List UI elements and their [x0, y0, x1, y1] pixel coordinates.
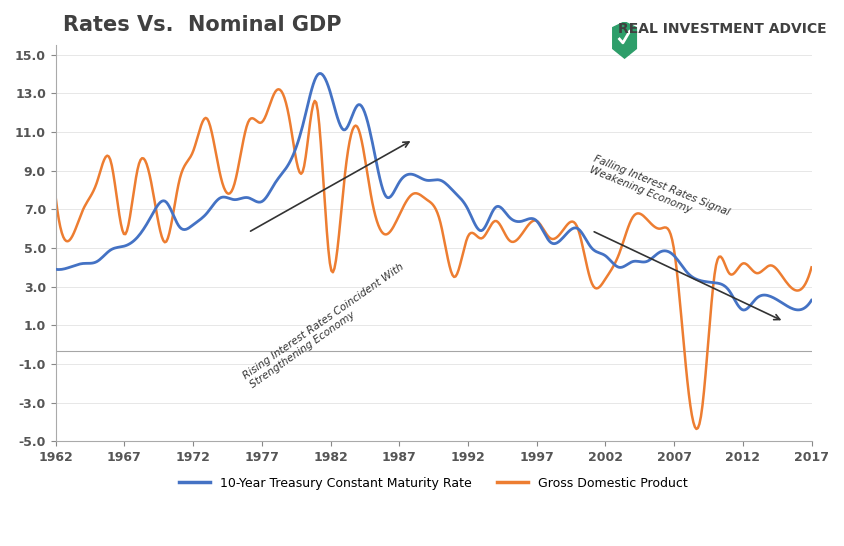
- Gross Domestic Product: [273, 86, 284, 92]
- Gross Domestic Product: [792, 287, 802, 294]
- 10-Year Treasury Constant Maturity Rate: [411, 173, 421, 179]
- 10-Year Treasury Constant Maturity Rate: [738, 307, 749, 313]
- 10-Year Treasury Constant Maturity Rate: [502, 211, 512, 218]
- 10-Year Treasury Constant Maturity Rate: [316, 70, 326, 77]
- Gross Domestic Product: [461, 238, 471, 245]
- Legend: 10-Year Treasury Constant Maturity Rate, Gross Domestic Product: 10-Year Treasury Constant Maturity Rate,…: [174, 472, 693, 495]
- 10-Year Treasury Constant Maturity Rate: [806, 297, 816, 304]
- Gross Domestic Product: [51, 194, 61, 201]
- Gross Domestic Product: [672, 266, 682, 273]
- 10-Year Treasury Constant Maturity Rate: [461, 203, 471, 209]
- 10-Year Treasury Constant Maturity Rate: [792, 306, 802, 313]
- Text: REAL INVESTMENT ADVICE: REAL INVESTMENT ADVICE: [619, 22, 827, 36]
- Text: Rates Vs.  Nominal GDP: Rates Vs. Nominal GDP: [63, 15, 342, 35]
- 10-Year Treasury Constant Maturity Rate: [51, 266, 61, 272]
- Polygon shape: [613, 22, 636, 58]
- Gross Domestic Product: [806, 264, 816, 271]
- Line: Gross Domestic Product: Gross Domestic Product: [56, 89, 811, 429]
- Gross Domestic Product: [691, 426, 701, 432]
- Gross Domestic Product: [416, 192, 426, 198]
- Gross Domestic Product: [411, 190, 421, 197]
- 10-Year Treasury Constant Maturity Rate: [672, 256, 682, 262]
- Text: Falling Interest Rates Signal
Weakening Economy: Falling Interest Rates Signal Weakening …: [587, 154, 731, 229]
- Line: 10-Year Treasury Constant Maturity Rate: 10-Year Treasury Constant Maturity Rate: [56, 74, 811, 310]
- Gross Domestic Product: [502, 234, 512, 241]
- 10-Year Treasury Constant Maturity Rate: [416, 175, 426, 181]
- Text: Rising Interest Rates Coincident With
Strengthening Economy: Rising Interest Rates Coincident With St…: [241, 262, 413, 390]
